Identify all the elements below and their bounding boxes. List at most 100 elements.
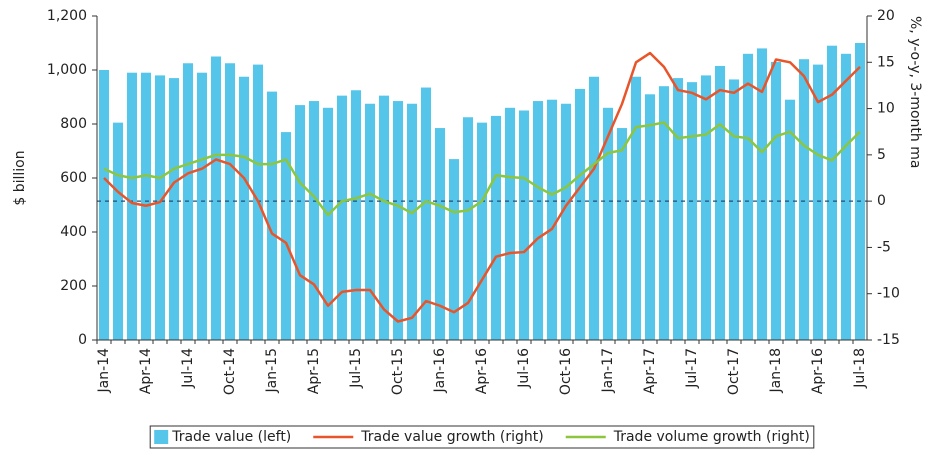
bar: [714, 65, 726, 340]
bar: [812, 64, 824, 340]
y-tick-label: 1,000: [47, 62, 87, 78]
bar: [518, 110, 530, 340]
legend-label: Trade volume growth (right): [613, 429, 810, 445]
x-tick-label: Oct-15: [390, 348, 406, 395]
x-tick-label: Jul-14: [180, 348, 196, 389]
y2-tick-label: 20: [877, 8, 895, 24]
bar: [266, 91, 278, 340]
bar: [378, 95, 390, 341]
bar: [532, 101, 544, 340]
y-tick-label: 1,200: [47, 8, 87, 24]
legend-item: Trade volume growth (right): [565, 429, 810, 445]
x-tick-label: Apr-17: [642, 348, 658, 394]
bar: [112, 122, 124, 341]
x-tick-label: Jul-17: [684, 348, 700, 389]
x-tick-label: Jan-16: [432, 348, 448, 394]
bar: [406, 103, 418, 340]
bar: [630, 76, 642, 340]
bar: [448, 159, 460, 340]
bar: [224, 63, 236, 340]
bar: [210, 56, 222, 340]
x-tick-label: Apr-14: [138, 348, 154, 394]
bar: [504, 107, 516, 340]
bar: [672, 78, 684, 340]
bar: [154, 75, 166, 341]
bar: [98, 70, 110, 340]
y-tick-label: 200: [60, 278, 87, 294]
line-series: [103, 51, 861, 323]
x-tick-label: Jan-15: [264, 348, 280, 393]
bar: [854, 43, 866, 340]
bar: [728, 79, 740, 340]
legend-label: Trade value (left): [171, 429, 291, 445]
bar: [322, 107, 334, 340]
bar: [784, 99, 796, 340]
x-tick-label: Oct-16: [558, 348, 574, 395]
y2-tick-label: 5: [877, 147, 886, 163]
bar: [546, 99, 558, 340]
bar: [490, 115, 502, 341]
y-axis-label: $ billion: [12, 150, 28, 205]
bar: [434, 128, 446, 340]
legend-item: Trade value growth (right): [313, 429, 544, 445]
bar: [574, 88, 586, 341]
y2-tick-label: 0: [877, 193, 886, 209]
bar: [658, 86, 670, 340]
bar: [616, 128, 628, 340]
bar: [350, 90, 362, 340]
y2-tick-label: -10: [877, 286, 900, 302]
bar: [420, 87, 432, 340]
bar: [462, 117, 474, 340]
y2-tick-label: -15: [877, 332, 900, 348]
x-tick-label: Jul-18: [852, 348, 868, 389]
x-tick-label: Oct-14: [222, 348, 238, 395]
bar: [742, 53, 754, 341]
x-tick-label: Jan-14: [96, 348, 112, 394]
bar: [168, 78, 180, 340]
bar: [588, 76, 600, 340]
x-tick-label: Jul-15: [348, 348, 364, 389]
line-series: [103, 121, 861, 217]
bar: [700, 75, 712, 341]
bar: [476, 122, 488, 341]
bar: [770, 61, 782, 341]
bar: [392, 101, 404, 340]
legend-label: Trade value growth (right): [360, 429, 543, 445]
bar: [294, 105, 306, 340]
bar: [126, 72, 138, 340]
y2-tick-label: -5: [877, 239, 891, 255]
x-tick-label: Jul-16: [516, 348, 532, 389]
y-tick-label: 800: [60, 116, 87, 132]
legend-swatch: [154, 430, 169, 444]
bar: [280, 132, 292, 340]
bar: [238, 76, 250, 340]
y-tick-label: 400: [60, 224, 87, 240]
bar: [308, 101, 320, 340]
y-tick-label: 0: [78, 332, 87, 348]
legend-item: Trade value (left): [154, 429, 291, 445]
x-tick-label: Jan-17: [600, 348, 616, 393]
bar: [826, 45, 838, 340]
x-tick-label: Apr-15: [306, 348, 322, 394]
y2-tick-label: 10: [877, 101, 895, 117]
bar: [686, 82, 698, 341]
bar: [840, 53, 852, 341]
x-tick-label: Jan-18: [768, 348, 784, 393]
y-tick-label: 600: [60, 170, 87, 186]
legend-box: [149, 425, 815, 449]
y2-axis-label: %, y-o-y, 3-month ma: [907, 16, 923, 168]
legend: Trade value (left) Trade value growth (ri…: [149, 425, 815, 449]
bar: [602, 107, 614, 340]
bar: [756, 48, 768, 341]
bar: [196, 72, 208, 340]
bar: [644, 94, 656, 340]
x-tick-label: Apr-16: [474, 348, 490, 394]
x-tick-label: Apr-16: [810, 348, 826, 394]
bar: [560, 103, 572, 340]
bar: [336, 95, 348, 341]
bar: [798, 59, 810, 340]
y2-tick-label: 15: [877, 54, 895, 70]
x-tick-label: Oct-17: [726, 348, 742, 395]
bar: [364, 103, 376, 340]
